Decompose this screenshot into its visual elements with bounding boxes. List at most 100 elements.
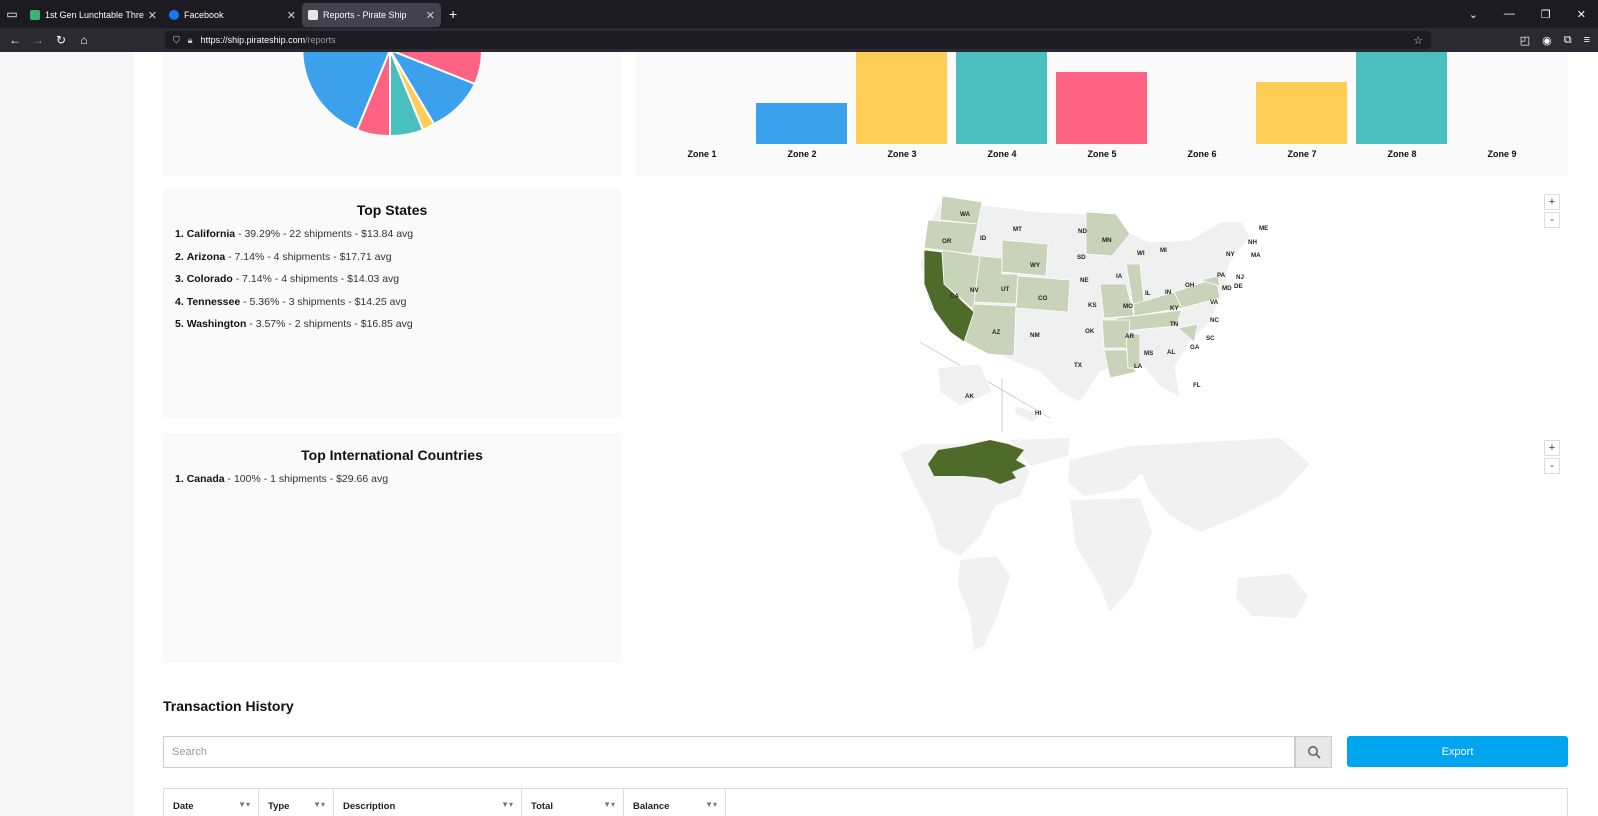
state-or[interactable] — [923, 219, 979, 255]
map-label: CA — [950, 293, 959, 300]
us-map-zoom-in-button[interactable]: + — [1544, 194, 1560, 210]
state-sc[interactable] — [1177, 323, 1199, 343]
map-label: TN — [1170, 321, 1179, 328]
close-tab-icon[interactable]: ✕ — [425, 9, 435, 22]
greenland-shape — [1010, 438, 1070, 466]
state-detail: - 39.29% - 22 shipments - $13.84 avg — [235, 228, 414, 240]
export-button[interactable]: Export — [1347, 736, 1568, 767]
pocket-icon[interactable]: ◰ — [1519, 34, 1531, 47]
map-label: WY — [1030, 262, 1041, 269]
map-label: WA — [960, 211, 970, 218]
column-label: Description — [343, 801, 396, 812]
state-md[interactable] — [1198, 275, 1221, 287]
state-wy[interactable] — [1001, 239, 1049, 277]
transaction-search-input[interactable] — [163, 736, 1295, 768]
url-bar[interactable]: ⛉ 🔒︎ https://ship.pirateship.com/reports… — [165, 31, 1431, 49]
zone-bar-4[interactable] — [956, 52, 1047, 144]
facebook-favicon-icon — [169, 10, 179, 20]
world-map-zoom-in-button[interactable]: + — [1544, 440, 1560, 456]
top-countries-title: Top International Countries — [301, 447, 483, 463]
canada-shape[interactable] — [928, 440, 1026, 484]
europe-shape — [1068, 446, 1150, 496]
state-co[interactable] — [1015, 275, 1071, 313]
home-icon[interactable]: ⌂ — [80, 33, 88, 47]
browser-tab-lunchtable[interactable]: 1st Gen Lunchtable Thread - Ge ✕ — [24, 3, 163, 27]
map-label: VA — [1210, 299, 1219, 306]
zone-bar-8[interactable] — [1356, 52, 1447, 144]
zones-chart-panel: Zone 1 Zone 2 Zone 3 Zone 4 Zone 5 Zone … — [636, 52, 1568, 176]
map-label: LA — [1134, 363, 1143, 370]
search-button[interactable] — [1295, 736, 1332, 768]
column-header-description[interactable]: Description ▼▾ — [334, 789, 522, 816]
url-path: /reports — [305, 35, 336, 45]
top-states-panel: Top States 1. California - 39.29% - 22 s… — [163, 188, 621, 418]
minimize-icon[interactable]: — — [1503, 8, 1515, 20]
state-va[interactable] — [1173, 277, 1221, 309]
extensions-icon[interactable]: ⧉ — [1563, 33, 1572, 46]
state-name: Arizona — [186, 250, 226, 263]
list-item: 5. Washington - 3.57% - 2 shipments - $1… — [175, 318, 413, 341]
map-label: OK — [1085, 328, 1095, 335]
rank: 1. — [175, 473, 184, 485]
map-label: IN — [1165, 289, 1172, 296]
state-name: Washington — [186, 318, 247, 330]
state-ms[interactable] — [1125, 333, 1141, 369]
us-map[interactable]: WA OR ID MT ND MN ME NH MA NY WI MI SD W… — [920, 192, 1280, 432]
close-tab-icon[interactable]: ✕ — [147, 9, 157, 22]
state-mn[interactable] — [1085, 211, 1131, 257]
tab-label: 1st Gen Lunchtable Thread - Ge — [45, 10, 144, 20]
list-item: 4. Tennessee - 5.36% - 3 shipments - $14… — [175, 296, 413, 319]
zone-bar-2[interactable] — [756, 103, 847, 144]
column-header-type[interactable]: Type ▼▾ — [259, 789, 334, 816]
zone-bar-3[interactable] — [856, 52, 947, 144]
state-ak[interactable] — [937, 363, 993, 407]
restore-icon[interactable]: ❐ — [1540, 8, 1551, 21]
browser-tab-facebook[interactable]: Facebook ✕ — [163, 3, 302, 27]
browser-tab-bar: ▭ 1st Gen Lunchtable Thread - Ge ✕ Faceb… — [0, 0, 1598, 28]
list-tabs-icon[interactable]: ⌄ — [1468, 8, 1478, 21]
state-name: Colorado — [186, 273, 233, 285]
column-header-date[interactable]: Date ▼▾ — [164, 789, 259, 816]
filter-icon[interactable]: ▼▾ — [705, 800, 717, 809]
world-map-zoom-out-button[interactable]: - — [1544, 458, 1560, 474]
menu-icon[interactable]: ≡ — [1583, 34, 1590, 46]
state-wa[interactable] — [939, 195, 983, 225]
filter-icon[interactable]: ▼▾ — [603, 800, 615, 809]
column-header-balance[interactable]: Balance ▼▾ — [624, 789, 726, 816]
tab-label: Facebook — [184, 10, 224, 20]
reload-icon[interactable]: ↻ — [55, 33, 67, 47]
top-states-title: Top States — [356, 202, 428, 218]
pie-slice-blue-left[interactable] — [301, 52, 391, 132]
us-map-zoom-out-button[interactable]: - — [1544, 212, 1560, 228]
map-label: NV — [970, 287, 979, 294]
map-label: NC — [1210, 317, 1219, 324]
shield-icon[interactable]: ⛉ — [173, 34, 180, 45]
zone-bar-7[interactable] — [1256, 82, 1347, 144]
state-hi[interactable] — [1013, 405, 1041, 423]
state-ca[interactable] — [923, 249, 975, 343]
new-tab-icon[interactable]: + — [449, 6, 458, 22]
back-icon[interactable]: ← — [9, 33, 21, 47]
page: Zone 1 Zone 2 Zone 3 Zone 4 Zone 5 Zone … — [0, 52, 1598, 816]
account-icon[interactable]: ◉ — [1542, 34, 1552, 47]
lock-icon[interactable]: 🔒︎ — [187, 34, 193, 45]
column-header-total[interactable]: Total ▼▾ — [522, 789, 624, 816]
map-label: PA — [1217, 272, 1226, 279]
filter-icon[interactable]: ▼▾ — [501, 800, 513, 809]
country-detail: - 100% - 1 shipments - $29.66 avg — [224, 473, 389, 485]
map-label: SD — [1077, 254, 1086, 261]
close-tab-icon[interactable]: ✕ — [286, 9, 296, 22]
filter-icon[interactable]: ▼▾ — [313, 800, 325, 809]
forward-icon[interactable]: → — [32, 33, 44, 47]
state-name: California — [186, 228, 236, 240]
world-map[interactable] — [900, 436, 1340, 668]
zone-bar-5[interactable] — [1056, 72, 1147, 144]
map-label: KS — [1088, 302, 1097, 309]
bookmark-star-icon[interactable]: ☆ — [1413, 34, 1423, 47]
tab-overview-icon[interactable]: ▭ — [6, 7, 18, 21]
rank: 1. — [175, 228, 184, 240]
filter-icon[interactable]: ▼▾ — [238, 800, 250, 809]
zone-label-2: Zone 2 — [787, 149, 817, 159]
close-window-icon[interactable]: ✕ — [1576, 8, 1586, 21]
browser-tab-reports[interactable]: Reports - Pirate Ship ✕ — [302, 3, 441, 27]
